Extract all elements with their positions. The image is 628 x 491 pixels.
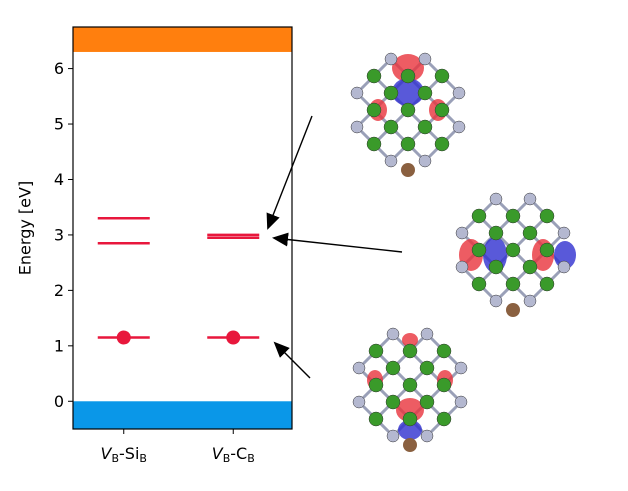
atom <box>367 69 381 83</box>
atom <box>367 103 381 117</box>
atom <box>472 277 486 291</box>
atom <box>386 395 400 409</box>
atom <box>384 120 398 134</box>
atom <box>418 120 432 134</box>
atom <box>367 137 381 151</box>
y-tick-label: 3 <box>54 225 64 244</box>
atom <box>384 86 398 100</box>
atom <box>403 344 417 358</box>
label-part: -Si <box>119 444 139 463</box>
atom <box>403 412 417 426</box>
conduction-band <box>73 27 292 52</box>
atom <box>558 261 570 273</box>
atom <box>421 430 433 442</box>
atom <box>455 362 467 374</box>
label-part: -C <box>230 444 247 463</box>
atom <box>489 226 503 240</box>
arrow <box>268 116 312 228</box>
atom <box>369 378 383 392</box>
label-part: B <box>223 452 231 465</box>
molecule <box>353 328 467 452</box>
atom <box>490 193 502 205</box>
atom <box>453 121 465 133</box>
atom <box>401 137 415 151</box>
atom <box>523 226 537 240</box>
atom <box>524 295 536 307</box>
atom <box>369 344 383 358</box>
atom <box>453 87 465 99</box>
atom <box>403 378 417 392</box>
plot-frame <box>73 27 292 429</box>
label-part: B <box>139 452 147 465</box>
x-tick-label: VB-SiB <box>101 444 147 466</box>
atom <box>523 260 537 274</box>
atom <box>489 260 503 274</box>
atom <box>540 243 554 257</box>
atom <box>387 328 399 340</box>
y-tick-label: 4 <box>54 170 64 189</box>
y-tick-label: 2 <box>54 281 64 300</box>
atom <box>353 362 365 374</box>
atom <box>456 261 468 273</box>
atom <box>401 69 415 83</box>
atom <box>437 378 451 392</box>
atom <box>490 295 502 307</box>
atom <box>456 227 468 239</box>
atom <box>435 69 449 83</box>
atom <box>419 53 431 65</box>
electron <box>226 331 240 345</box>
atom <box>387 430 399 442</box>
atom <box>435 137 449 151</box>
label-part: B <box>247 452 255 465</box>
atom <box>419 155 431 167</box>
atom <box>351 87 363 99</box>
atom <box>558 227 570 239</box>
y-tick-label: 1 <box>54 336 64 355</box>
y-tick-label: 5 <box>54 115 64 134</box>
atom <box>524 193 536 205</box>
atom <box>540 209 554 223</box>
atom <box>385 53 397 65</box>
label-part: B <box>111 452 119 465</box>
arrow <box>274 238 402 252</box>
atom <box>506 277 520 291</box>
atom <box>437 344 451 358</box>
atom <box>455 396 467 408</box>
y-tick-label: 0 <box>54 392 64 411</box>
electron <box>117 331 131 345</box>
atom <box>506 303 520 317</box>
y-axis-label: Energy [eV] <box>16 181 35 275</box>
chart: Energy [eV] 0 1 2 3 4 5 6 VB-SiB VB-CB <box>0 0 628 487</box>
atom <box>472 209 486 223</box>
atom <box>386 361 400 375</box>
atom <box>472 243 486 257</box>
atom <box>401 103 415 117</box>
atom <box>421 328 433 340</box>
atom <box>420 361 434 375</box>
y-tick-label: 6 <box>54 59 64 78</box>
atom <box>435 103 449 117</box>
atom <box>353 396 365 408</box>
molecule <box>351 53 465 177</box>
atom <box>403 438 417 452</box>
valence-band <box>73 401 292 429</box>
atom <box>437 412 451 426</box>
atom <box>540 277 554 291</box>
atom <box>385 155 397 167</box>
atom <box>420 395 434 409</box>
atom <box>369 412 383 426</box>
molecule-illustrations <box>351 53 576 452</box>
atom <box>401 163 415 177</box>
atom <box>506 243 520 257</box>
atom <box>506 209 520 223</box>
molecule <box>456 193 576 317</box>
x-tick-label: VB-CB <box>212 444 255 466</box>
atom <box>351 121 363 133</box>
atom <box>418 86 432 100</box>
